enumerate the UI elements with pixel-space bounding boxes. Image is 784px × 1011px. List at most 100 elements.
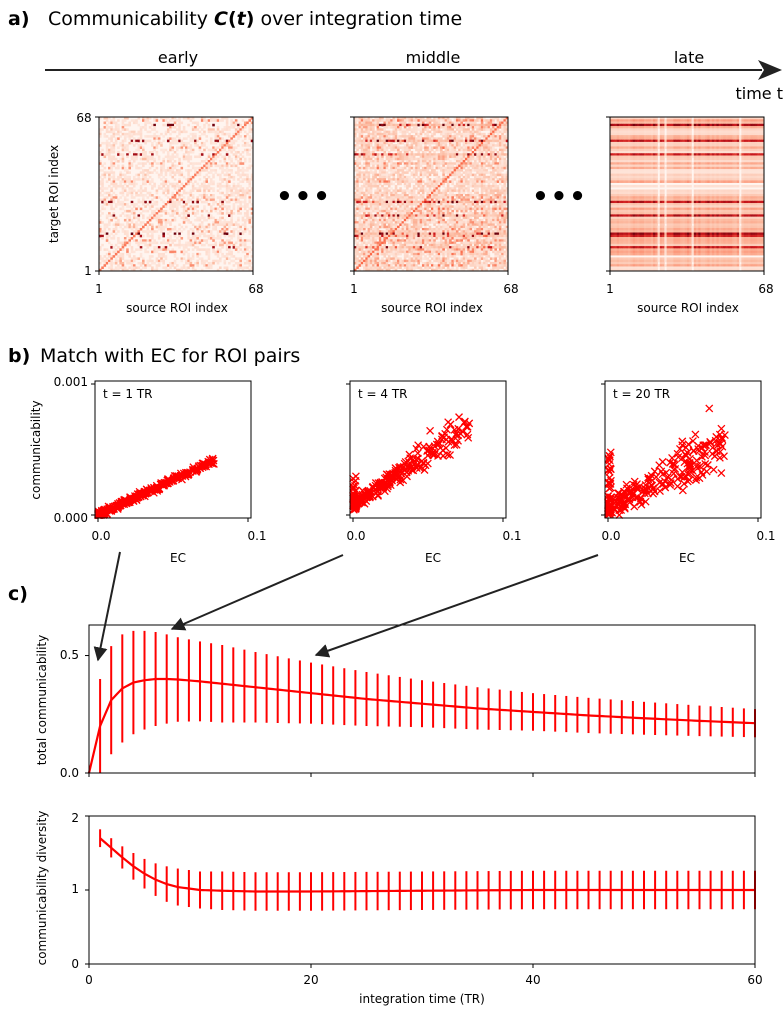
heatmap-cell bbox=[383, 144, 386, 147]
heatmap-cell bbox=[187, 230, 190, 233]
heatmap-cell bbox=[358, 153, 362, 156]
heatmap-cell bbox=[372, 175, 375, 179]
heatmap-cell bbox=[169, 157, 172, 161]
heatmap-cell bbox=[216, 230, 220, 233]
heatmap-cell bbox=[173, 218, 177, 222]
heatmap-cell bbox=[196, 123, 199, 127]
heatmap-cell bbox=[103, 203, 107, 206]
heatmap-cell bbox=[424, 169, 427, 172]
heatmap-cell bbox=[178, 187, 181, 190]
heatmap-cell bbox=[105, 148, 109, 152]
heatmap-cell bbox=[478, 141, 482, 145]
heatmap-cell bbox=[360, 196, 364, 199]
heatmap-cell bbox=[455, 184, 459, 188]
heatmap-cell bbox=[412, 126, 416, 129]
heatmap-cell bbox=[460, 139, 463, 143]
heatmap-cell bbox=[110, 150, 113, 154]
heatmap-cell bbox=[162, 246, 165, 249]
heatmap-cell bbox=[474, 189, 477, 193]
heatmap-cell bbox=[169, 239, 172, 242]
heatmap-cell bbox=[476, 187, 479, 190]
heatmap-cell bbox=[426, 153, 430, 156]
heatmap-cell bbox=[128, 175, 131, 179]
heatmap-cell bbox=[203, 130, 206, 134]
heatmap-cell bbox=[433, 126, 436, 129]
heatmap-cell bbox=[415, 126, 418, 129]
heatmap-cell bbox=[241, 223, 245, 226]
heatmap-cell bbox=[232, 255, 236, 258]
heatmap-cell bbox=[246, 173, 249, 177]
heatmap-cell bbox=[169, 230, 172, 233]
heatmap-cell bbox=[435, 162, 439, 165]
heatmap-cell bbox=[462, 209, 466, 213]
heatmap-cell bbox=[239, 196, 242, 199]
heatmap-cell bbox=[426, 123, 430, 127]
heatmap-cell bbox=[437, 214, 441, 217]
heatmap-cell bbox=[200, 182, 204, 186]
heatmap-cell bbox=[442, 171, 445, 174]
heatmap-cell bbox=[112, 173, 116, 177]
heatmap-cell bbox=[112, 207, 116, 211]
heatmap-cell bbox=[182, 153, 186, 156]
heatmap-cell bbox=[424, 214, 427, 217]
heatmap-cell bbox=[374, 175, 377, 179]
heatmap-cell bbox=[203, 117, 206, 120]
heatmap-cell bbox=[137, 148, 141, 152]
heatmap-cell bbox=[250, 187, 254, 190]
heatmap-cell bbox=[419, 207, 423, 211]
heatmap-cell bbox=[383, 200, 386, 204]
heatmap-cell bbox=[105, 232, 109, 236]
heatmap-cell bbox=[487, 132, 491, 136]
heatmap-cell bbox=[117, 146, 120, 149]
heatmap-cell bbox=[203, 148, 206, 152]
heatmap-cell bbox=[419, 182, 423, 186]
heatmap-cell bbox=[444, 123, 448, 127]
heatmap-cell bbox=[157, 196, 161, 199]
heatmap-cell bbox=[390, 123, 393, 127]
heatmap-cell bbox=[424, 135, 427, 138]
heatmap-cell bbox=[412, 175, 416, 179]
heatmap-cell bbox=[209, 237, 213, 240]
heatmap-cell bbox=[469, 205, 473, 208]
heatmap-cell bbox=[105, 187, 109, 190]
heatmap-cell bbox=[503, 139, 507, 143]
heatmap-cell bbox=[392, 218, 396, 222]
heatmap-cell bbox=[142, 214, 145, 217]
heatmap-cell bbox=[196, 227, 199, 231]
heatmap-cell bbox=[164, 266, 168, 270]
heatmap-cell bbox=[126, 203, 129, 206]
heatmap-cell bbox=[142, 162, 145, 165]
heatmap-cell bbox=[503, 212, 507, 215]
heatmap-cell bbox=[148, 243, 152, 247]
heatmap-cell bbox=[453, 214, 457, 217]
heatmap-cell bbox=[212, 250, 215, 254]
heatmap-cell bbox=[485, 144, 488, 147]
heatmap-cell bbox=[228, 252, 231, 256]
heatmap-cell bbox=[460, 160, 463, 163]
heatmap-cell bbox=[248, 180, 252, 183]
heatmap-cell bbox=[378, 194, 382, 197]
heatmap-cell bbox=[449, 164, 452, 168]
heatmap-cell bbox=[232, 132, 236, 136]
heatmap-cell bbox=[171, 227, 175, 231]
heatmap-cell bbox=[451, 135, 454, 138]
heatmap-cell bbox=[403, 216, 407, 220]
heatmap-cell bbox=[464, 214, 468, 217]
heatmap-cell bbox=[243, 126, 247, 129]
heatmap-cell bbox=[223, 266, 227, 270]
heatmap-cell bbox=[142, 209, 145, 213]
heatmap-cell bbox=[417, 214, 420, 217]
heatmap-cell bbox=[426, 157, 430, 161]
heatmap-cell bbox=[144, 223, 147, 226]
heatmap-cell bbox=[501, 214, 504, 217]
heatmap-cell bbox=[489, 144, 493, 147]
heatmap-cell bbox=[248, 221, 252, 224]
heatmap-cell bbox=[455, 180, 459, 183]
heatmap-cell bbox=[144, 157, 147, 161]
heatmap-cell bbox=[169, 221, 172, 224]
heatmap-cell bbox=[207, 266, 211, 270]
heatmap-cell bbox=[169, 155, 172, 159]
heatmap-cell bbox=[176, 153, 179, 156]
heatmap-cell bbox=[485, 139, 488, 143]
heatmap-cell bbox=[440, 150, 443, 154]
